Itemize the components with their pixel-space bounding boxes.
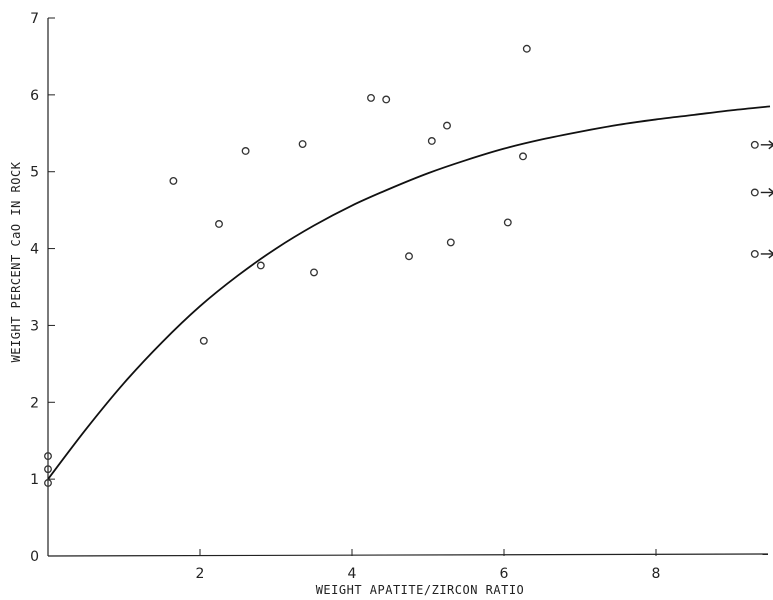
data-point xyxy=(44,452,52,461)
data-point xyxy=(298,140,307,148)
y-tick-label: 5 xyxy=(30,165,39,181)
offscale-arrow-icon xyxy=(760,140,773,150)
y-tick-label: 3 xyxy=(30,318,39,334)
y-tick-label: 6 xyxy=(30,88,39,104)
data-point xyxy=(427,137,436,145)
offscale-data-point xyxy=(750,140,759,149)
data-point xyxy=(405,252,413,261)
data-point xyxy=(256,261,265,270)
data-point xyxy=(446,238,455,247)
y-tick-label: 4 xyxy=(30,242,39,258)
x-tick-label: 6 xyxy=(500,566,509,582)
x-ticks: 2 4 6 8 xyxy=(196,549,661,582)
y-tick-label: 2 xyxy=(30,395,39,411)
data-point xyxy=(215,220,223,228)
y-tick-label: 7 xyxy=(30,11,39,27)
y-tick-label: 0 xyxy=(30,549,39,565)
axes xyxy=(47,18,769,557)
x-tick-label: 8 xyxy=(652,566,661,582)
data-point xyxy=(519,152,527,161)
y-ticks: 0 1 2 3 4 5 6 7 xyxy=(30,11,55,565)
offscale-arrow-icon xyxy=(760,187,773,198)
data-point xyxy=(503,218,512,227)
data-point xyxy=(310,268,318,277)
data-point xyxy=(443,121,451,130)
offscale-data-point xyxy=(750,188,759,197)
data-point xyxy=(382,95,391,104)
offscale-data-point xyxy=(750,250,759,258)
offscale-arrow-icon xyxy=(760,249,773,259)
data-point xyxy=(522,44,531,53)
data-points xyxy=(44,44,773,487)
x-tick-label: 2 xyxy=(196,566,205,582)
fit-curve xyxy=(47,105,771,480)
y-axis-title: WEIGHT PERCENT CaO IN ROCK xyxy=(9,161,23,362)
data-point xyxy=(44,465,52,474)
x-tick-label: 4 xyxy=(348,566,357,582)
data-point xyxy=(44,479,52,487)
y-tick-label: 1 xyxy=(30,472,39,488)
x-axis xyxy=(47,553,769,557)
x-axis-title: WEIGHT APATITE/ZIRCON RATIO xyxy=(316,583,525,597)
data-point xyxy=(169,176,178,185)
data-point xyxy=(199,336,208,345)
data-point xyxy=(241,147,250,155)
data-point xyxy=(367,93,375,102)
